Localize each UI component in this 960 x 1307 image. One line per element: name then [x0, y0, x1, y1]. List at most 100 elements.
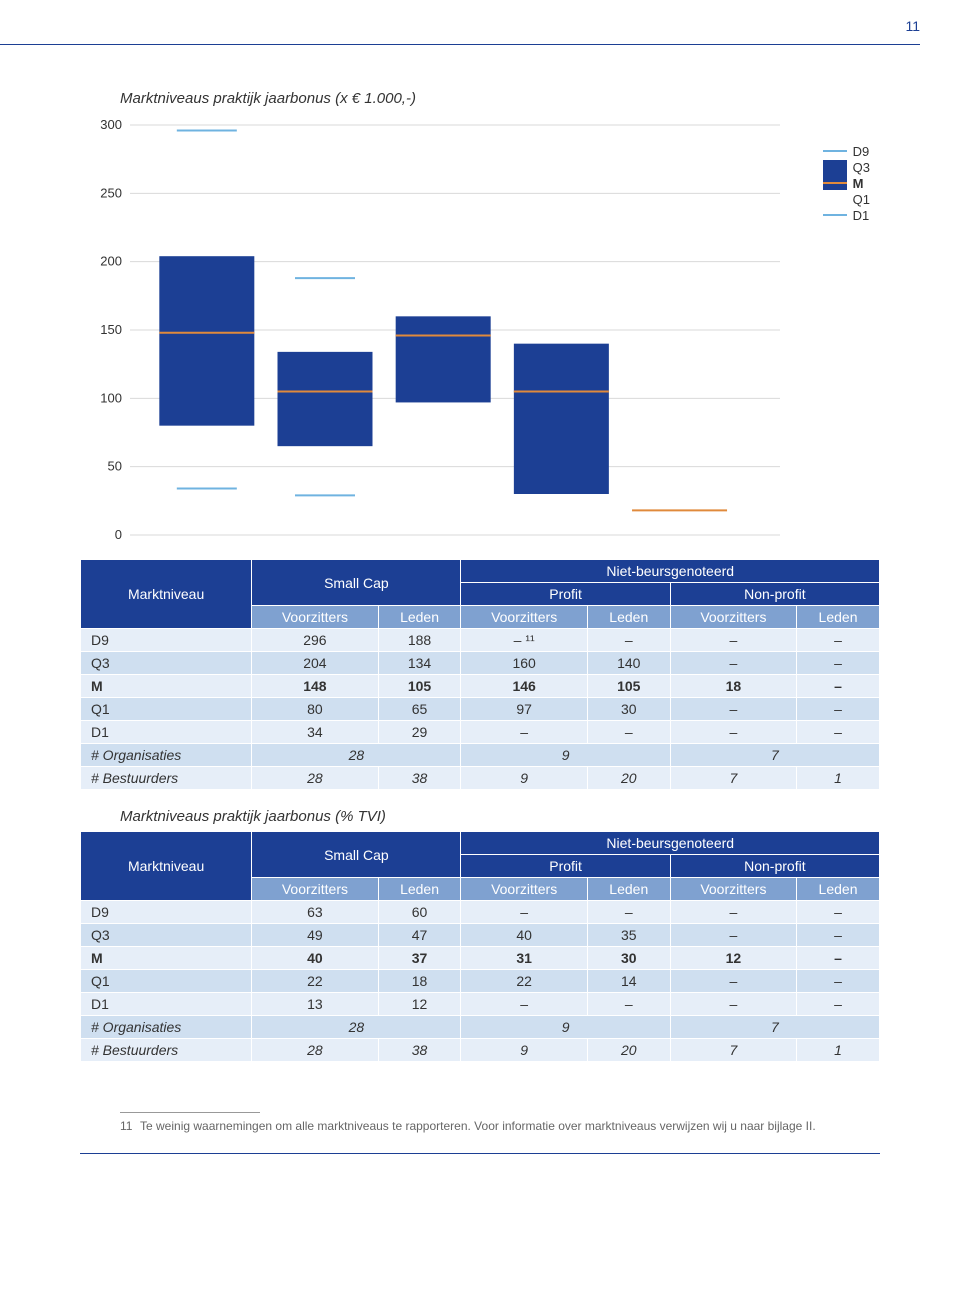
table-row: D13429––––: [81, 721, 880, 744]
cell: 7: [670, 767, 796, 790]
cell: –: [461, 993, 587, 1016]
cell: 63: [252, 901, 378, 924]
table-row: D9296188– ¹¹–––: [81, 629, 880, 652]
th-marktniveau: Marktniveau: [81, 560, 252, 629]
cell: 1: [797, 1039, 880, 1062]
cell: –: [587, 901, 670, 924]
th-col: Voorzitters: [461, 878, 587, 901]
row-label: M: [81, 947, 252, 970]
cell: 31: [461, 947, 587, 970]
top-rule: [0, 44, 920, 45]
cell: 20: [587, 1039, 670, 1062]
th-col: Voorzitters: [670, 606, 796, 629]
th-marktniveau: Marktniveau: [81, 832, 252, 901]
cell: –: [587, 629, 670, 652]
cell: 146: [461, 675, 587, 698]
legend-label: Q1: [853, 192, 870, 207]
row-label: D1: [81, 993, 252, 1016]
table-row: D96360––––: [81, 901, 880, 924]
cell: –: [670, 901, 796, 924]
cell: 1: [797, 767, 880, 790]
cell: 7: [670, 744, 879, 767]
cell: –: [797, 947, 880, 970]
cell: 18: [670, 675, 796, 698]
svg-text:150: 150: [100, 322, 122, 337]
th-nonprofit: Non-profit: [670, 855, 879, 878]
row-label: D9: [81, 901, 252, 924]
cell: –: [587, 993, 670, 1016]
cell: 40: [252, 947, 378, 970]
th-col: Leden: [378, 606, 461, 629]
cell: –: [670, 652, 796, 675]
row-label: # Bestuurders: [81, 767, 252, 790]
chart-title: Marktniveaus praktijk jaarbonus (x € 1.0…: [120, 90, 880, 107]
page: 1 1 Marktniveaus praktijk jaarbonus (x € …: [0, 0, 960, 1194]
cell: 12: [378, 993, 461, 1016]
th-col: Voorzitters: [252, 878, 378, 901]
cell: 7: [670, 1039, 796, 1062]
footnote-rule: [120, 1112, 260, 1113]
row-label: Q3: [81, 652, 252, 675]
row-label: D9: [81, 629, 252, 652]
cell: –: [587, 721, 670, 744]
cell: 30: [587, 947, 670, 970]
cell: 35: [587, 924, 670, 947]
table-row-org: # Organisaties2897: [81, 744, 880, 767]
svg-text:0: 0: [115, 527, 122, 542]
table2-title: Marktniveaus praktijk jaarbonus (% TVI): [120, 808, 880, 825]
legend-label: D9: [853, 144, 870, 159]
row-label: Q1: [81, 698, 252, 721]
chart-wrap: 050100150200250300 D9Q3MQ1D1: [80, 115, 880, 555]
row-label: # Organisaties: [81, 1016, 252, 1039]
th-col: Leden: [797, 606, 880, 629]
th-nietbeurs: Niet-beursgenoteerd: [461, 832, 880, 855]
table-jaarbonus-tvi: Marktniveau Small Cap Niet-beursgenoteer…: [80, 831, 880, 1062]
svg-text:200: 200: [100, 254, 122, 269]
th-smallcap: Small Cap: [252, 560, 461, 606]
legend-item: Q1: [823, 191, 870, 207]
cell: 28: [252, 767, 378, 790]
cell: 105: [587, 675, 670, 698]
table-row-org: # Organisaties2897: [81, 1016, 880, 1039]
svg-text:300: 300: [100, 117, 122, 132]
th-nonprofit: Non-profit: [670, 583, 879, 606]
row-label: # Bestuurders: [81, 1039, 252, 1062]
cell: 296: [252, 629, 378, 652]
cell: 38: [378, 1039, 461, 1062]
cell: 148: [252, 675, 378, 698]
th-profit: Profit: [461, 583, 670, 606]
cell: 60: [378, 901, 461, 924]
cell: –: [670, 970, 796, 993]
th-nietbeurs: Niet-beursgenoteerd: [461, 560, 880, 583]
row-label: # Organisaties: [81, 744, 252, 767]
table-row: Q3204134160140––: [81, 652, 880, 675]
cell: –: [797, 721, 880, 744]
legend-label: M: [853, 176, 864, 191]
cell: 105: [378, 675, 461, 698]
boxplot-chart: 050100150200250300: [80, 115, 880, 555]
svg-text:50: 50: [108, 459, 122, 474]
th-col: Voorzitters: [461, 606, 587, 629]
footnote: 11 Te weinig waarnemingen om alle marktn…: [120, 1119, 880, 1133]
cell: –: [670, 698, 796, 721]
cell: 28: [252, 744, 461, 767]
footnote-text: Te weinig waarnemingen om alle marktnive…: [140, 1119, 816, 1133]
cell: 65: [378, 698, 461, 721]
cell: 20: [587, 767, 670, 790]
cell: – ¹¹: [461, 629, 587, 652]
cell: 13: [252, 993, 378, 1016]
cell: –: [797, 652, 880, 675]
cell: 40: [461, 924, 587, 947]
cell: 30: [587, 698, 670, 721]
cell: –: [797, 698, 880, 721]
cell: –: [797, 675, 880, 698]
svg-text:250: 250: [100, 185, 122, 200]
cell: 140: [587, 652, 670, 675]
legend-item: D1: [823, 207, 870, 223]
cell: 22: [461, 970, 587, 993]
cell: 47: [378, 924, 461, 947]
cell: 37: [378, 947, 461, 970]
cell: 134: [378, 652, 461, 675]
table-row: Q180659730––: [81, 698, 880, 721]
row-label: D1: [81, 721, 252, 744]
